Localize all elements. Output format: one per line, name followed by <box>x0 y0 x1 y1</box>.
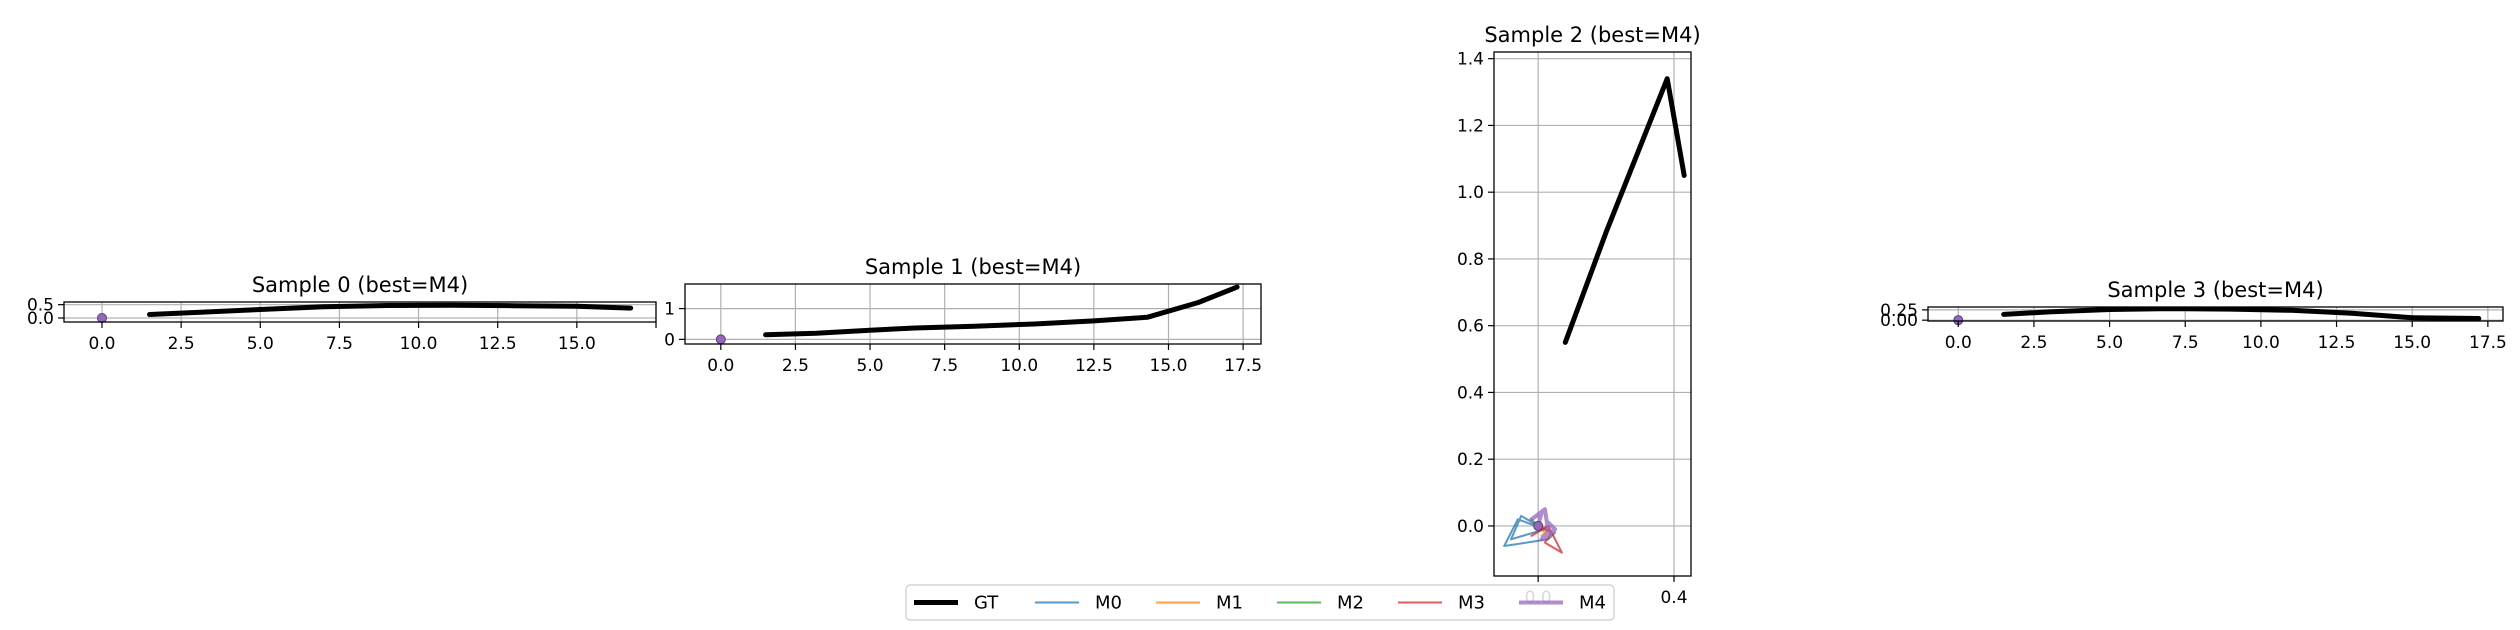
legend: GT M0 M1 M2 M3 M4 <box>905 584 1615 621</box>
legend-label-gt: GT <box>974 593 999 614</box>
x-tick-label: 0.0 <box>707 356 734 376</box>
x-tick-label: 2.5 <box>168 334 195 354</box>
x-tick-label: 12.5 <box>1075 356 1113 376</box>
subplot-title: Sample 1 (best=M4) <box>865 255 1081 279</box>
subplot-title: Sample 3 (best=M4) <box>2107 278 2323 302</box>
legend-label-m3: M3 <box>1458 593 1485 614</box>
y-tick-label: 1.2 <box>1457 116 1484 136</box>
y-tick-label: 1 <box>664 300 675 320</box>
series-line-gt <box>2001 307 2482 321</box>
start-marker <box>96 313 107 323</box>
x-tick-label: 5.0 <box>247 334 274 354</box>
x-tick-label: 17.5 <box>2469 333 2507 353</box>
x-tick-label: 17.5 <box>1224 356 1262 376</box>
x-tick-label: 12.5 <box>479 334 517 354</box>
subplot-title: Sample 2 (best=M4) <box>1484 23 1700 47</box>
axes-frame <box>63 301 657 323</box>
legend-label-m1: M1 <box>1216 593 1243 614</box>
subplot-1: 0.0 2.5 5.0 7.5 10.0 12.5 15.0 17.5 0 1 Sample 1 (… <box>664 255 1262 376</box>
y-tick-label: 0.4 <box>1457 383 1484 403</box>
axes-frame <box>1493 51 1692 577</box>
y-tick-label: 0.8 <box>1457 250 1484 270</box>
subplot-3: 0.0 2.5 5.0 7.5 10.0 12.5 15.0 17.5 0.000.25 Samp… <box>1880 278 2507 353</box>
x-tick-label: 5.0 <box>2096 333 2123 353</box>
x-tick-label: 15.0 <box>558 334 596 354</box>
x-tick-label: 2.5 <box>782 356 809 376</box>
y-tick-label: 0.0 <box>27 309 54 329</box>
x-tick-label: 7.5 <box>931 356 958 376</box>
y-tick-label: 0.00 <box>1880 311 1918 331</box>
y-tick-label: 0.2 <box>1457 450 1484 470</box>
series-line-gt <box>763 284 1240 338</box>
legend-label-m2: M2 <box>1337 593 1364 614</box>
y-tick-label: 0.6 <box>1457 317 1484 337</box>
subplot-title: Sample 0 (best=M4) <box>252 273 468 297</box>
x-tick-label: 0.4 <box>1660 588 1687 608</box>
axes-frame <box>684 283 1262 345</box>
x-tick-label: 12.5 <box>2318 333 2356 353</box>
series-line-m4 <box>1529 507 1558 542</box>
x-tick-label: 10.0 <box>1000 356 1038 376</box>
axes-frame <box>1927 306 2504 322</box>
x-tick-label: 15.0 <box>2393 333 2431 353</box>
x-tick-label: 5.0 <box>857 356 884 376</box>
series-line-gt <box>147 302 634 317</box>
x-tick-label: 10.0 <box>400 334 438 354</box>
x-tick-label: 0.0 <box>88 334 115 354</box>
legend-label-m0: M0 <box>1095 593 1122 614</box>
x-tick-label: 2.5 <box>2020 333 2047 353</box>
x-tick-label: 7.5 <box>326 334 353 354</box>
x-tick-label: 15.0 <box>1150 356 1188 376</box>
x-tick-label: 10.0 <box>2242 333 2280 353</box>
y-tick-label: 1.0 <box>1457 183 1484 203</box>
legend-label-m4: M4 <box>1579 593 1606 614</box>
start-marker <box>1533 520 1544 531</box>
y-tick-label: 0.25 <box>1880 301 1918 321</box>
x-tick-label: 7.5 <box>2172 333 2199 353</box>
y-tick-label: 0.5 <box>27 296 54 316</box>
x-tick-label: 0.0 <box>1945 333 1972 353</box>
y-tick-label: 1.4 <box>1457 50 1484 70</box>
series-line-gt <box>1562 76 1687 345</box>
y-tick-label: 0.0 <box>1457 517 1484 537</box>
legend-box <box>905 584 1615 621</box>
start-marker <box>715 334 726 345</box>
y-tick-label: 0 <box>664 330 675 350</box>
